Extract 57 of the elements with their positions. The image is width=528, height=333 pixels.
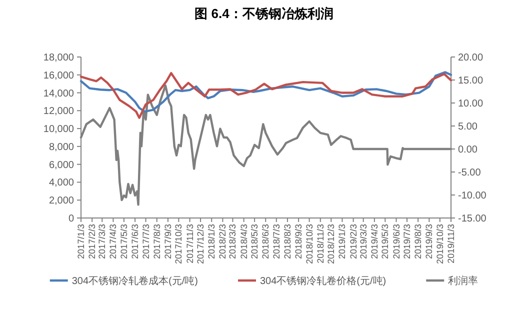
- legend-label: 利润率: [448, 275, 478, 287]
- x-tick-label: 2018/12/3: [326, 224, 336, 264]
- x-tick-label: 2017/9/3: [162, 224, 173, 260]
- y-tick-label: 14,000: [43, 88, 74, 100]
- x-tick-label: 2017/7/3: [140, 224, 151, 260]
- x-tick-label: 2018/1/3: [206, 224, 217, 260]
- x-tick-label: 2018/7/3: [271, 224, 282, 260]
- x-tick-label: 2017/2/3: [87, 224, 98, 260]
- x-tick-label: 2017/1/3: [76, 224, 86, 260]
- y2-tick-label: -15.00: [458, 214, 487, 224]
- x-tick-label: 2017/5/3: [118, 224, 129, 260]
- x-tick-label: 2017/11/3: [184, 224, 195, 264]
- x-tick-label: 2019/9/3: [424, 224, 434, 260]
- x-tick-label: 2019/1/3: [337, 224, 348, 260]
- x-tick-label: 2019/8/3: [413, 224, 424, 260]
- y-tick-label: 18,000: [43, 52, 74, 64]
- x-tick-label: 2019/2/3: [348, 224, 358, 260]
- x-tick-label: 2019/7/3: [402, 224, 412, 260]
- y-tick-label: 12,000: [43, 106, 74, 118]
- x-tick-label: 2019/6/3: [391, 224, 402, 260]
- x-tick-label: 2019/5/3: [380, 224, 390, 260]
- x-tick-label: 2018/11/3: [315, 224, 326, 264]
- x-tick-label: 2017/10/3: [174, 224, 184, 264]
- y-tick-label: 0: [68, 214, 74, 224]
- x-tick-label: 2017/6/3: [130, 224, 140, 260]
- x-tick-label: 2019/11/3: [446, 224, 456, 264]
- y-tick-label: 6,000: [48, 160, 74, 171]
- y-tick-label: 4,000: [48, 178, 74, 189]
- x-tick-label: 2018/2/3: [218, 224, 228, 260]
- y2-tick-label: 10.00: [458, 98, 484, 110]
- x-tick-label: 2017/4/3: [108, 224, 118, 260]
- legend-label: 304不锈钢冷轧卷成本(元/吨): [72, 275, 198, 287]
- x-tick-label: 2018/6/3: [260, 224, 271, 260]
- y-tick-label: 8,000: [48, 142, 74, 153]
- y2-tick-label: 20.00: [458, 52, 484, 64]
- x-tick-label: 2018/8/3: [282, 224, 292, 260]
- y-tick-label: 10,000: [43, 124, 74, 136]
- x-tick-label: 2018/10/3: [304, 224, 314, 264]
- chart-title: 图 6.4：不锈钢冶炼利润: [194, 6, 334, 21]
- x-tick-label: 2019/3/3: [358, 224, 368, 260]
- x-tick-label: 2017/3/3: [97, 224, 108, 260]
- y2-tick-label: 5.00: [458, 122, 478, 132]
- y2-tick-label: 0.00: [458, 144, 478, 156]
- x-tick-label: 2018/9/3: [294, 224, 304, 260]
- x-tick-label: 2018/5/3: [250, 224, 260, 260]
- y2-tick-label: 15.00: [458, 76, 484, 86]
- x-tick-label: 2019/10/3: [434, 224, 445, 264]
- x-tick-label: 2018/4/3: [238, 224, 249, 260]
- x-tick-label: 2017/12/3: [196, 224, 206, 264]
- y2-tick-label: -10.00: [458, 190, 487, 202]
- legend-label: 304不锈钢冷轧卷价格(元/吨): [260, 275, 386, 287]
- y-tick-label: 2,000: [48, 196, 74, 207]
- x-tick-label: 2018/3/3: [228, 224, 238, 260]
- x-tick-label: 2017/8/3: [152, 224, 162, 260]
- y-tick-label: 16,000: [43, 70, 74, 82]
- x-tick-label: 2019/4/3: [369, 224, 380, 260]
- y2-tick-label: -5.00: [458, 168, 482, 178]
